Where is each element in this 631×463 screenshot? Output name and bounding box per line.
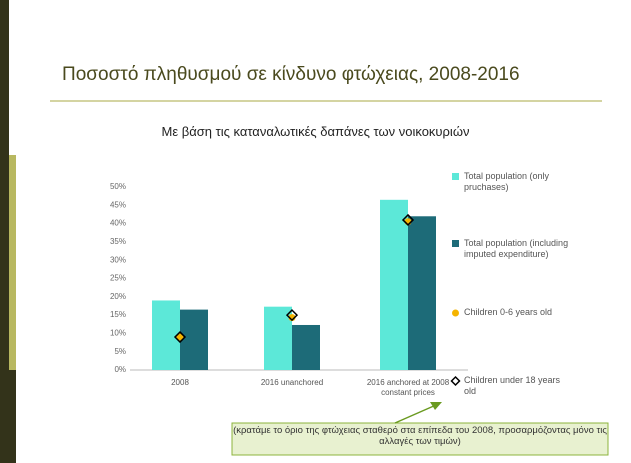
y-tick-label: 50% bbox=[110, 182, 126, 191]
bar bbox=[264, 306, 292, 370]
title: Ποσοστό πληθυσμού σε κίνδυνο φτώχειας, 2… bbox=[62, 64, 520, 85]
legend-label: Total population (only pruchases) bbox=[464, 171, 550, 192]
bar bbox=[292, 324, 320, 370]
y-tick-label: 45% bbox=[110, 200, 126, 209]
left-frame bbox=[0, 0, 9, 463]
note-arrow bbox=[394, 404, 437, 424]
y-tick-label: 0% bbox=[114, 365, 126, 374]
note-box bbox=[231, 422, 609, 456]
y-tick-label: 25% bbox=[110, 274, 126, 283]
marker bbox=[401, 213, 415, 227]
note: (κρατάμε το όριο της φτώχειας σταθερό στ… bbox=[233, 425, 607, 447]
marker bbox=[176, 333, 184, 341]
x-tick-label: 2008 bbox=[171, 378, 189, 387]
y-tick-label: 30% bbox=[110, 255, 126, 264]
y-tick-label: 35% bbox=[110, 237, 126, 246]
x-tick-label: 2016 anchored at 2008 constant prices bbox=[366, 378, 450, 397]
legend-swatch bbox=[450, 375, 461, 387]
left-frame-bottom bbox=[9, 370, 16, 463]
marker bbox=[285, 309, 299, 322]
bar bbox=[152, 300, 180, 370]
legend-label: Total population (including imputed expe… bbox=[464, 238, 569, 259]
y-tick-label: 20% bbox=[110, 292, 126, 301]
marker bbox=[173, 330, 187, 344]
bar bbox=[180, 309, 208, 370]
y-tick-label: 10% bbox=[110, 329, 126, 338]
y-tick-label: 5% bbox=[114, 347, 126, 356]
legend-label: Children 0-6 years old bbox=[464, 307, 553, 317]
legend-label: Children under 18 years old bbox=[464, 375, 561, 396]
legend-swatch bbox=[452, 240, 459, 247]
y-tick-label: 15% bbox=[110, 310, 126, 319]
legend-swatch bbox=[452, 309, 459, 317]
legend-swatch bbox=[452, 173, 459, 180]
bar bbox=[380, 199, 408, 370]
left-accent bbox=[9, 155, 16, 370]
x-tick-label: 2016 unanchored bbox=[260, 378, 324, 387]
arrow-head bbox=[430, 402, 442, 410]
subtitle: Με βάση τις καταναλωτικές δαπάνες των νο… bbox=[161, 124, 470, 139]
marker bbox=[288, 314, 296, 322]
y-tick-label: 40% bbox=[110, 219, 126, 228]
bar bbox=[408, 216, 436, 370]
